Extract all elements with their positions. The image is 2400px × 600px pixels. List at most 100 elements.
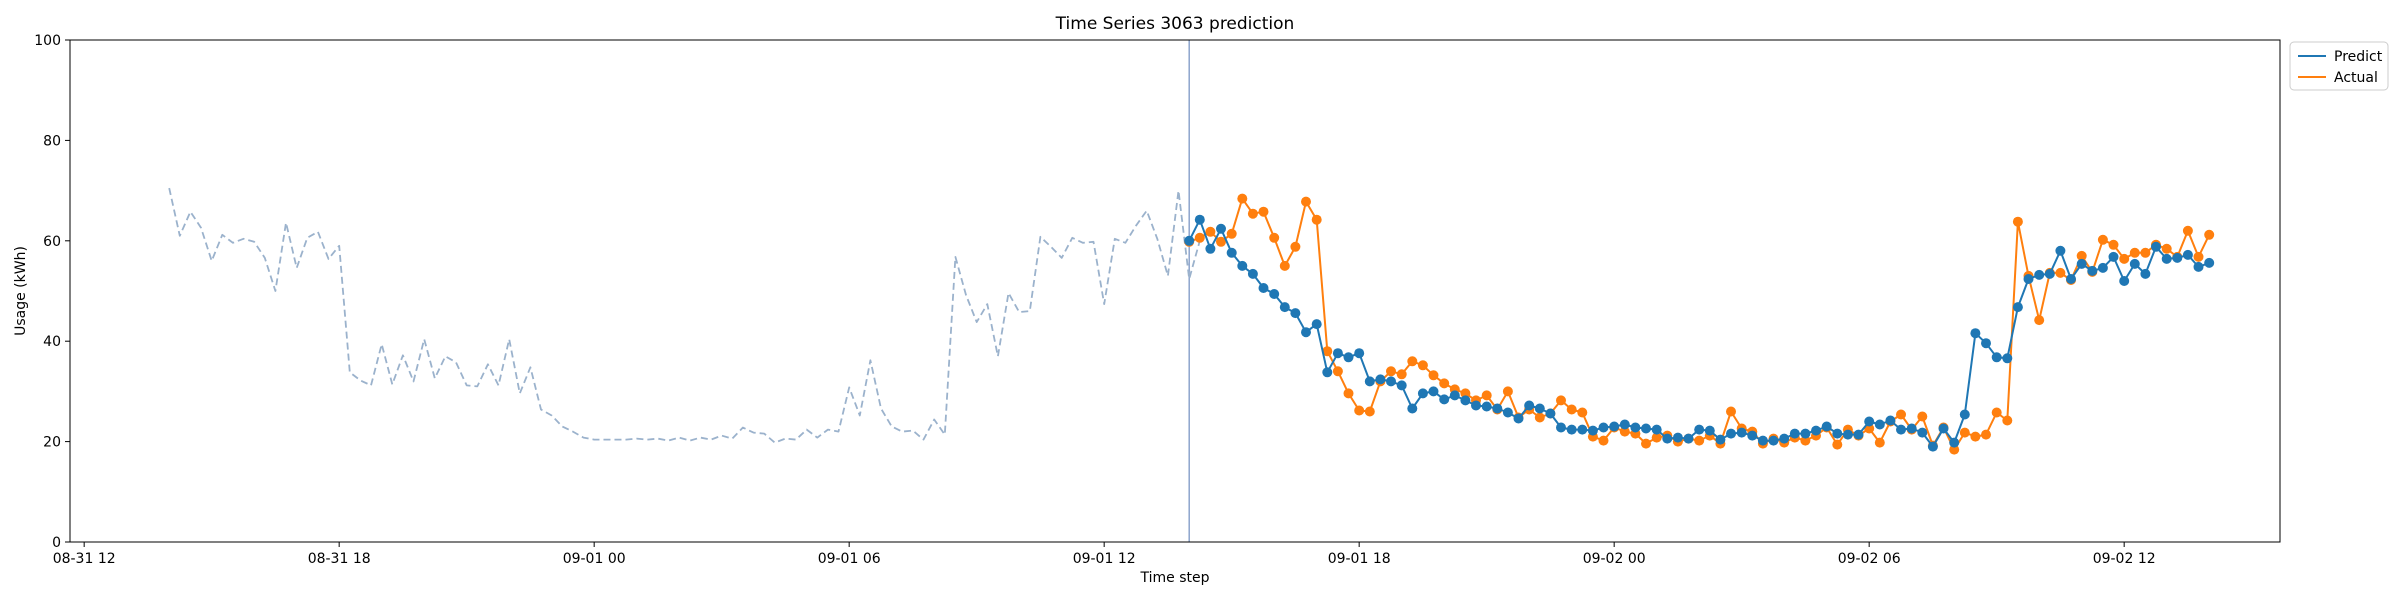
actual-point — [1534, 412, 1545, 423]
predict-point — [1471, 400, 1481, 411]
actual-point — [2012, 216, 2023, 227]
predict-point — [1332, 348, 1343, 359]
x-tick-label: 09-01 06 — [818, 551, 881, 567]
predict-point — [1800, 428, 1811, 439]
actual-point — [1598, 435, 1609, 446]
predict-point — [1545, 408, 1556, 419]
x-tick-label: 09-02 00 — [1583, 551, 1646, 567]
predict-point — [1959, 409, 1970, 420]
predict-point — [1736, 427, 1747, 438]
actual-point — [1577, 407, 1588, 418]
predict-point — [2119, 276, 2130, 286]
predict-point — [1970, 328, 1981, 339]
actual-point — [1694, 435, 1705, 446]
actual-point — [1991, 407, 2002, 418]
predict-point — [1449, 390, 1460, 401]
predict-point — [2097, 262, 2108, 273]
predict-point — [1354, 348, 1365, 359]
predict-point — [2002, 353, 2013, 364]
predict-point — [1641, 423, 1651, 434]
actual-point — [1290, 241, 1301, 252]
x-tick-label: 09-01 18 — [1328, 551, 1391, 567]
predict-point — [1386, 376, 1396, 387]
predict-point — [1216, 223, 1226, 234]
actual-point — [1194, 232, 1205, 243]
actual-point — [1386, 366, 1396, 377]
predict-point — [1779, 433, 1790, 444]
actual-point — [2076, 250, 2087, 261]
predict-point — [1364, 376, 1375, 387]
actual-point — [1269, 232, 1280, 243]
predict-line — [1188, 218, 2210, 448]
x-tick-label: 09-02 12 — [2093, 551, 2156, 567]
predict-point — [1226, 247, 1237, 258]
predict-point — [1301, 327, 1311, 338]
actual-point — [1226, 228, 1237, 239]
actual-point — [1428, 370, 1439, 381]
predict-point — [1481, 401, 1492, 412]
y-tick-label: 20 — [43, 435, 61, 451]
predict-point — [1428, 386, 1439, 397]
predict-point — [1811, 425, 1821, 436]
y-tick-label: 0 — [52, 535, 61, 551]
predict-point — [2140, 268, 2151, 279]
predict-point — [1439, 394, 1450, 405]
predict-point — [1938, 423, 1949, 434]
predict-point — [1672, 432, 1683, 443]
predict-point — [2193, 261, 2204, 272]
predict-series — [1184, 214, 2215, 452]
predict-point — [1630, 422, 1641, 433]
predict-point — [1290, 308, 1301, 319]
actual-point — [1417, 360, 1428, 371]
predict-point — [1917, 427, 1928, 438]
predict-point — [1906, 423, 1917, 434]
actual-point — [2108, 239, 2119, 250]
y-axis-label: Usage (kWh) — [13, 246, 29, 336]
predict-point — [1279, 302, 1290, 313]
chart-title: Time Series 3063 prediction — [1055, 14, 1295, 34]
predict-point — [1683, 433, 1694, 444]
actual-point — [1619, 426, 1630, 437]
y-tick-label: 40 — [43, 334, 61, 350]
actual-point — [1959, 427, 1970, 438]
predict-point — [1768, 435, 1779, 446]
predict-point — [1534, 403, 1545, 414]
predict-point — [1513, 413, 1524, 424]
actual-point — [1949, 444, 1960, 455]
predict-point — [1577, 424, 1588, 435]
predict-point — [2023, 274, 2034, 284]
actual-point — [1205, 226, 1216, 237]
actual-point — [2182, 225, 2193, 236]
actual-line — [1188, 197, 2211, 451]
predict-point — [1715, 434, 1726, 445]
predict-point — [1311, 319, 1322, 330]
predict-point — [1885, 415, 1896, 426]
predict-point — [1821, 421, 1832, 432]
predict-point — [1704, 425, 1715, 436]
actual-point — [1237, 193, 1248, 204]
predict-point — [1566, 424, 1577, 435]
predict-point — [2129, 258, 2140, 269]
actual-point — [1364, 406, 1375, 417]
predict-point — [2151, 241, 2161, 252]
actual-point — [2097, 234, 2108, 245]
actual-point — [2140, 247, 2151, 258]
predict-point — [2034, 269, 2045, 280]
actual-point — [1301, 196, 1311, 207]
actual-point — [2161, 243, 2172, 254]
actual-point — [1981, 429, 1991, 440]
predict-point — [2182, 249, 2193, 260]
actual-point — [1322, 346, 1333, 357]
actual-point — [2204, 229, 2215, 240]
predict-point — [1651, 424, 1662, 435]
predict-point — [1375, 374, 1386, 385]
actual-point — [2193, 251, 2204, 262]
predict-point — [2055, 245, 2066, 256]
predict-point — [1492, 403, 1503, 414]
y-tick-label: 80 — [43, 133, 61, 149]
predict-point — [1949, 437, 1960, 448]
actual-point — [1247, 208, 1258, 219]
prediction-series-layer — [1184, 193, 2215, 455]
predict-point — [1694, 424, 1705, 435]
